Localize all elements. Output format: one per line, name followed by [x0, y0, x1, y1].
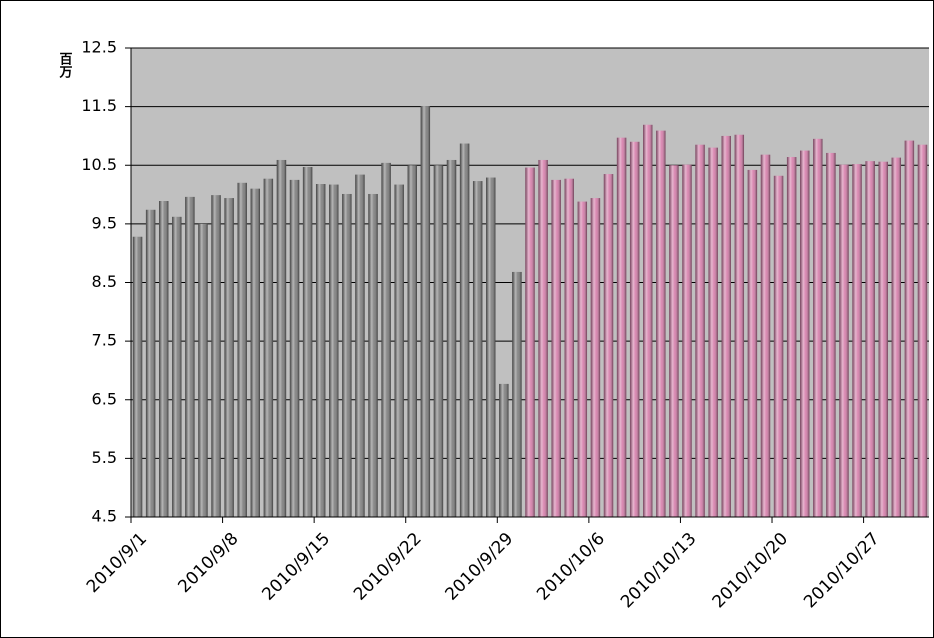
bar-shade: [394, 184, 404, 517]
bar-shade: [590, 198, 601, 517]
bar-shade: [525, 167, 535, 517]
bar-shade: [616, 137, 627, 518]
bar-shade: [603, 174, 614, 517]
bar-shade: [538, 159, 548, 517]
bar-shade: [551, 179, 561, 517]
bar-shade: [865, 161, 875, 518]
bar-shade: [656, 130, 666, 517]
bar-shade: [643, 124, 653, 517]
bar-shade: [407, 165, 417, 517]
bar-shade: [472, 181, 483, 518]
bar-shade: [577, 201, 588, 517]
bar-shade: [564, 178, 574, 517]
y-tick-label: 6.5: [92, 389, 117, 408]
bar-shade: [158, 201, 169, 518]
bar-shade: [878, 161, 888, 518]
bar-shade: [773, 175, 784, 518]
bar-shade: [446, 159, 457, 517]
bar-shade: [368, 193, 378, 517]
bar-shade: [355, 174, 365, 517]
bar-shade: [708, 147, 718, 517]
bar-shade: [786, 157, 797, 518]
bar-shade: [499, 383, 509, 517]
y-tick-label: 5.5: [92, 448, 117, 467]
bar-shade: [734, 134, 745, 517]
bar-shade: [512, 271, 522, 517]
bar-shade: [433, 165, 444, 517]
bar-shade: [342, 193, 352, 517]
bar-shade: [486, 177, 496, 517]
bar-shade: [237, 182, 247, 517]
bar-shade: [329, 184, 339, 517]
bar-shade: [669, 165, 679, 517]
bar-shade: [381, 162, 391, 517]
bar-shade: [211, 195, 221, 517]
bar-shade: [826, 152, 836, 517]
bar-shade: [682, 164, 692, 517]
bar-shade: [315, 184, 326, 517]
bar-shade: [852, 164, 862, 517]
y-tick-label: 4.5: [92, 507, 117, 526]
bar-shade: [695, 144, 705, 517]
bar-shade: [198, 223, 208, 517]
bar-shade: [721, 135, 731, 517]
bar-shade: [760, 154, 771, 517]
bar-shade: [172, 216, 182, 517]
bar-shade: [891, 157, 902, 517]
bar-shade: [420, 106, 431, 517]
bar-shade: [224, 198, 234, 517]
y-unit-label: 百万: [57, 52, 74, 79]
bar-shade: [302, 167, 313, 518]
y-tick-label: 12.5: [81, 38, 117, 57]
y-tick-label: 7.5: [92, 331, 117, 350]
bar-shade: [145, 209, 156, 517]
bar-shade: [263, 178, 274, 517]
bar-shade: [250, 188, 260, 517]
bar-shade: [289, 179, 300, 517]
bar-shade: [132, 236, 143, 517]
bar-shade: [276, 159, 287, 517]
y-tick-label: 9.5: [92, 213, 117, 232]
y-tick-label: 11.5: [81, 96, 117, 115]
bar-shade: [800, 150, 810, 517]
bar-shade: [904, 140, 915, 517]
bar-shade: [813, 138, 823, 517]
bar-shade: [917, 144, 928, 517]
bar-shade: [459, 143, 470, 517]
y-tick-label: 10.5: [81, 155, 117, 174]
bar-shade: [185, 196, 195, 517]
y-tick-label: 8.5: [92, 272, 117, 291]
bar-shade: [629, 141, 640, 518]
bar-shade: [747, 169, 758, 517]
bar-shade: [839, 164, 849, 517]
